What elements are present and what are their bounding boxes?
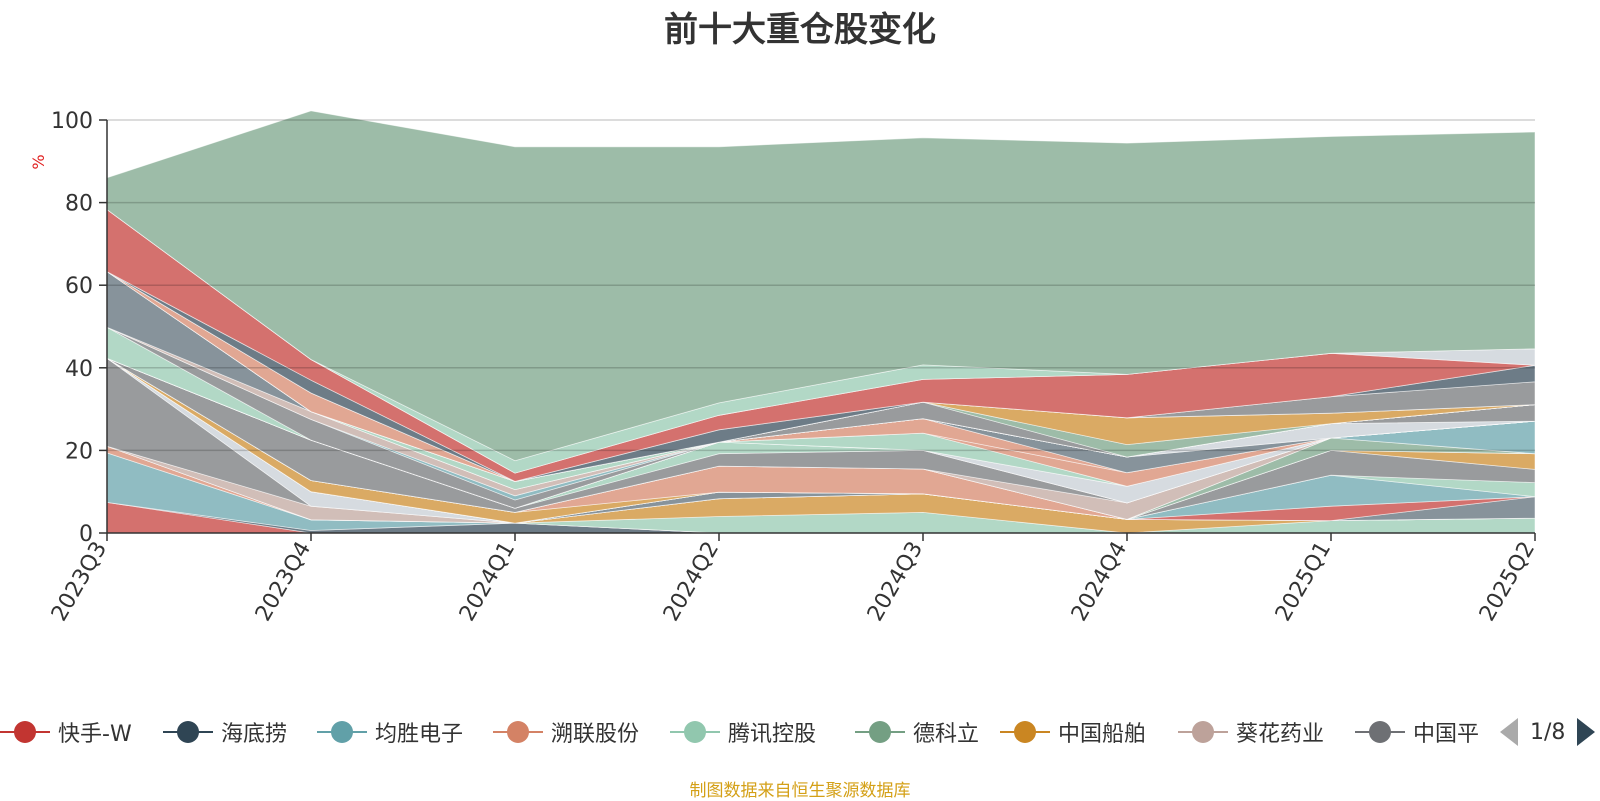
y-tick-label: 0: [79, 522, 93, 547]
x-tick-label: 2023Q3: [47, 538, 112, 626]
legend-marker-icon: [1000, 712, 1050, 752]
x-tick-label: 2024Q4: [1067, 538, 1132, 626]
legend-prev-page-icon[interactable]: [1500, 718, 1518, 746]
x-tick-label: 2024Q2: [659, 538, 724, 626]
legend-next-page-icon[interactable]: [1577, 718, 1596, 746]
legend-page-indicator: 1/8: [1530, 719, 1566, 745]
legend-marker-icon: [855, 712, 905, 752]
x-tick-label: 2024Q3: [863, 538, 928, 626]
legend-item[interactable]: 海底捞: [163, 712, 287, 752]
legend-label: 海底捞: [221, 722, 288, 747]
legend-label: 均胜电子: [375, 722, 464, 747]
area-series-group: [106, 110, 1536, 534]
legend-label: 快手-W: [58, 722, 132, 747]
legend-label: 葵花药业: [1236, 722, 1325, 747]
chart-title: 前十大重仓股变化: [664, 10, 936, 50]
legend-label: 中国船舶: [1058, 722, 1147, 747]
legend-marker-icon: [1355, 712, 1405, 752]
source-note: 制图数据来自恒生聚源数据库: [689, 781, 911, 801]
y-tick-label: 80: [65, 192, 93, 217]
legend-marker-icon: [1178, 712, 1228, 752]
legend-marker-icon: [0, 712, 50, 752]
legend-item[interactable]: 中国平安: [1355, 712, 1480, 752]
y-tick-label: 60: [65, 274, 93, 299]
legend-label: 德科立: [913, 722, 980, 747]
legend-pager: 1/8: [1500, 712, 1596, 752]
grid-lines: [107, 119, 1535, 452]
x-tick-label: 2024Q1: [455, 538, 520, 626]
legend-marker-icon: [670, 712, 720, 752]
area-series-45: [106, 110, 1536, 462]
x-tick-label: 2025Q1: [1271, 538, 1336, 626]
legend-item[interactable]: 德科立: [855, 712, 979, 752]
legend-item[interactable]: 溯联股份: [493, 712, 639, 752]
x-tick-label: 2025Q2: [1475, 538, 1540, 626]
legend-item[interactable]: 均胜电子: [317, 712, 463, 752]
legend-label: 中国平安: [1413, 722, 1480, 747]
x-tick-label: 2023Q4: [251, 538, 316, 626]
legend-label: 溯联股份: [551, 722, 640, 747]
legend-item[interactable]: 葵花药业: [1178, 712, 1324, 752]
y-tick-label: 100: [51, 109, 93, 134]
legend-marker-icon: [163, 712, 213, 752]
legend-item[interactable]: 快手-W: [0, 712, 132, 752]
y-tick-label: 20: [65, 439, 93, 464]
y-tick-label: 40: [65, 357, 93, 382]
legend: 快手-W 海底捞 均胜电子 溯联股份 腾讯控股 德科立 中国船舶 葵花药业 中国平安 1/8: [0, 712, 1600, 752]
legend-marker-icon: [493, 712, 543, 752]
y-axis-unit-label: %: [29, 154, 48, 169]
legend-marker-icon: [317, 712, 367, 752]
legend-item[interactable]: 腾讯控股: [670, 712, 816, 752]
legend-item[interactable]: 中国船舶: [1000, 712, 1146, 752]
legend-items: 快手-W 海底捞 均胜电子 溯联股份 腾讯控股 德科立 中国船舶 葵花药业 中国平安: [0, 712, 1480, 752]
legend-label: 腾讯控股: [728, 722, 817, 747]
chart-area: 0 20 40 60 80 100 2023Q3 2023Q4 2024Q1 2024Q2 2024…: [29, 109, 1540, 626]
